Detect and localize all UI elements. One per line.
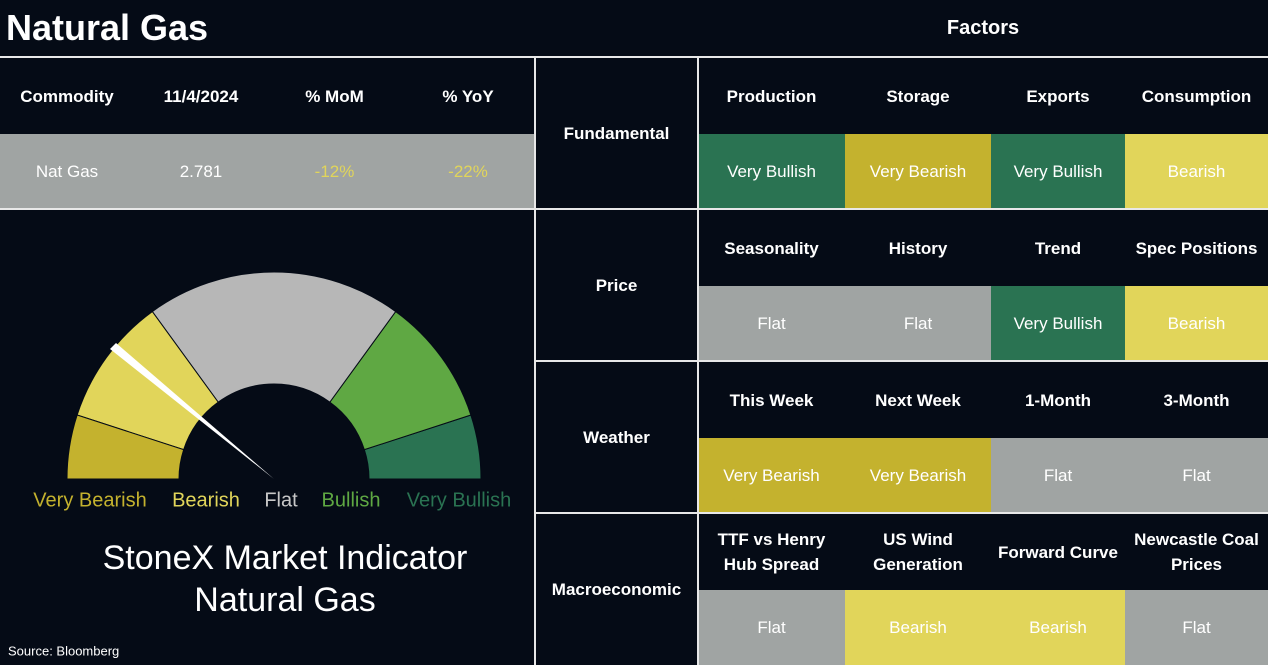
- group-label: Price: [595, 276, 638, 295]
- gauge: Very Bullish Bullish Flat Bearish Very Beari…: [8, 271, 512, 658]
- indicator-title: StoneX Market Indicator: [103, 539, 468, 577]
- factor-name: Seasonality: [724, 238, 819, 258]
- gauge-needle: [110, 343, 274, 479]
- factor-name: Storage: [886, 86, 950, 106]
- table-row-bg: [0, 134, 535, 209]
- group-label: Fundamental: [563, 124, 670, 143]
- factor-name: Next Week: [875, 390, 961, 410]
- factor-name: History: [888, 238, 948, 258]
- gauge-segment: [151, 271, 397, 403]
- gauge-label: Flat: [264, 489, 298, 511]
- factor-signal: Very Bearish: [845, 134, 991, 209]
- factor-signal: Very Bearish: [845, 438, 991, 513]
- factors-title: Factors: [946, 16, 1020, 39]
- factor-name: US Wind Generation: [873, 530, 963, 574]
- group-label: Macroeconomic: [551, 580, 682, 599]
- gauge-label: Bearish: [172, 489, 240, 511]
- source: Source: Bloomberg: [8, 643, 119, 658]
- factor-signal: Flat: [991, 438, 1125, 513]
- indicator-subtitle: Natural Gas: [194, 581, 375, 619]
- table-cell: -22%: [448, 161, 488, 181]
- table-header: % YoY: [442, 86, 494, 106]
- divider: [0, 208, 1268, 210]
- factor-signal: Very Bullish: [698, 134, 845, 209]
- factor-name: Spec Positions: [1135, 238, 1258, 258]
- divider: [535, 360, 1268, 362]
- gauge-segment: [66, 414, 185, 480]
- factor-name: Exports: [1026, 86, 1090, 106]
- table-cell: Nat Gas: [35, 161, 99, 181]
- factor-signal: Flat: [1125, 438, 1268, 513]
- factor-signal: Very Bullish: [991, 286, 1125, 361]
- factor-name: Consumption: [1141, 86, 1252, 106]
- divider: [0, 56, 1268, 58]
- factor-signal: Bearish: [845, 590, 991, 665]
- factor-name: Forward Curve: [998, 542, 1118, 562]
- gauge-label: Very Bullish: [407, 489, 512, 511]
- table-header: 11/4/2024: [163, 86, 239, 106]
- factor-name: Production: [726, 86, 817, 106]
- factor-name: Trend: [1034, 238, 1082, 258]
- gauge-segment: [329, 310, 472, 451]
- table-cell: 2.781: [179, 161, 223, 181]
- factor-signal: Flat: [845, 286, 991, 361]
- factor-signal: Flat: [1125, 590, 1268, 665]
- factor-signal: Flat: [698, 286, 845, 361]
- gauge-segment: [76, 310, 219, 451]
- table-cell: -12%: [314, 161, 355, 181]
- factor-signal: Very Bullish: [991, 134, 1125, 209]
- gauge-label: Very Bearish: [33, 489, 146, 511]
- gauge-segment: [363, 414, 482, 480]
- factor-signal: Bearish: [991, 590, 1125, 665]
- factor-signal: Bearish: [1125, 134, 1268, 209]
- factor-name: This Week: [729, 390, 814, 410]
- factor-name: TTF vs Henry Hub Spread: [717, 530, 826, 574]
- factor-signal: Flat: [698, 590, 845, 665]
- gauge-label: Bullish: [322, 489, 381, 511]
- factor-signal: Very Bearish: [698, 438, 845, 513]
- factor-name: 3-Month: [1163, 390, 1230, 410]
- factor-name: Newcastle Coal Prices: [1134, 530, 1259, 574]
- divider: [697, 58, 699, 665]
- table-header: Commodity: [20, 86, 114, 106]
- factor-name: 1-Month: [1024, 390, 1092, 410]
- factor-signal: Bearish: [1125, 286, 1268, 361]
- divider: [535, 512, 1268, 514]
- table-header: % MoM: [305, 86, 364, 106]
- page-title: Natural Gas: [6, 7, 209, 48]
- divider: [534, 58, 536, 665]
- group-label: Weather: [583, 428, 650, 447]
